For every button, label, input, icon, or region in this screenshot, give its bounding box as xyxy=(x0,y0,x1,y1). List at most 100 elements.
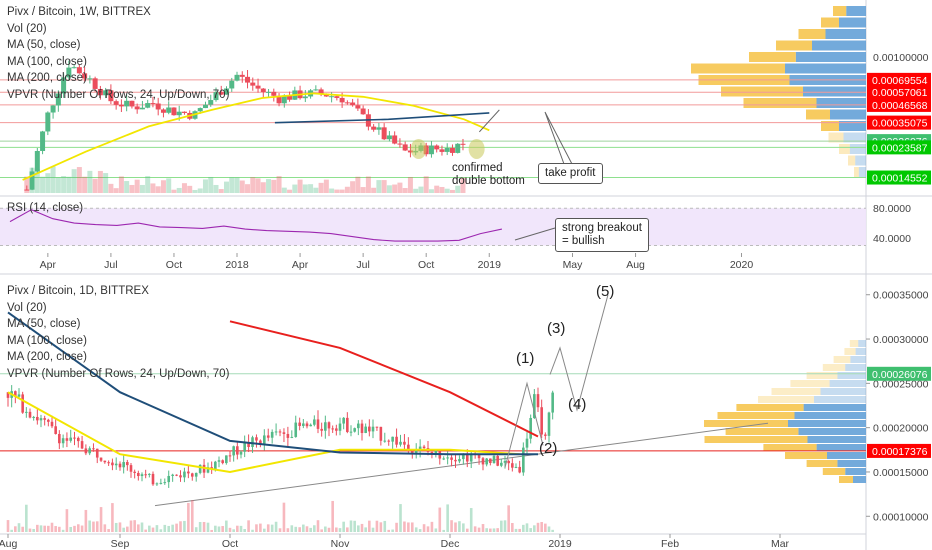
bottom-candle-body xyxy=(107,462,110,464)
top-volume-bar xyxy=(129,184,135,193)
bottom-vp-bar-up xyxy=(837,460,866,467)
bottom-vp-bar-down xyxy=(849,340,859,347)
top-candle-body xyxy=(97,88,103,96)
bottom-volume-bar xyxy=(194,527,198,532)
top-volume-bar xyxy=(124,181,130,193)
bottom-vp-bar-down xyxy=(785,452,827,459)
bottom-price-label-box xyxy=(867,443,931,458)
bottom-vp-bar-down xyxy=(806,460,838,467)
bottom-volume-bar xyxy=(298,527,301,532)
bottom-volume-bar xyxy=(446,504,449,532)
bottom-volume-bar xyxy=(210,529,213,532)
bottom-candle-body xyxy=(263,435,266,445)
bottom-volume-bar xyxy=(489,528,492,532)
top-candle-body xyxy=(397,143,403,145)
bottom-candle-body xyxy=(335,428,338,431)
bottom-vp-bar-up xyxy=(794,412,866,419)
top-volume-bar xyxy=(281,187,287,193)
bottom-volume-bar xyxy=(6,520,10,532)
bottom-volume-bar xyxy=(36,524,39,532)
bottom-candle-body xyxy=(518,466,521,473)
bottom-volume-bar xyxy=(368,520,371,532)
bottom-candle-body xyxy=(551,392,554,413)
top-volume-bar xyxy=(444,188,450,193)
bottom-vp-bar-up xyxy=(788,420,866,427)
top-candle-body xyxy=(313,89,319,91)
top-volume-bar xyxy=(118,176,124,193)
bottom-candle-body xyxy=(36,416,39,421)
wave-label-4: (4) xyxy=(568,396,587,413)
bottom-volume-bar xyxy=(430,521,434,532)
bottom-candle-body xyxy=(76,437,80,442)
bottom-candle-body xyxy=(65,438,69,441)
top-vp-bar-down xyxy=(854,167,859,177)
bottom-candle-body xyxy=(349,431,353,433)
top-candle-body xyxy=(334,96,340,98)
top-candle-body xyxy=(171,107,177,116)
top-candle-body xyxy=(255,85,261,89)
bottom-legend-ma50: MA (50, close) xyxy=(7,318,81,330)
top-volume-bar xyxy=(455,185,461,193)
top-candle-body xyxy=(134,106,140,110)
bottom-volume-bar xyxy=(353,520,356,532)
bottom-candle-body xyxy=(232,446,235,456)
top-candle-body xyxy=(376,127,382,130)
bottom-candle-body xyxy=(50,421,54,427)
bottom-volume-bar xyxy=(217,526,221,532)
bottom-candle-body xyxy=(99,457,103,461)
top-volume-bar xyxy=(460,177,466,193)
top-volume-bar xyxy=(202,179,208,193)
bottom-y-tick-label: 0.00010000 xyxy=(873,511,929,523)
take-profit-arrow xyxy=(478,109,500,133)
top-volume-bar xyxy=(239,180,245,193)
top-candle-body xyxy=(29,171,35,190)
top-vp-bar-up xyxy=(846,6,866,16)
bottom-x-tick-label: Oct xyxy=(222,538,238,550)
bottom-volume-bar xyxy=(438,507,442,532)
bottom-x-tick-label: Mar xyxy=(771,538,790,550)
bottom-candle-body xyxy=(88,448,91,454)
bottom-volume-bar xyxy=(327,527,331,532)
bottom-volume-bar xyxy=(171,524,174,532)
top-price-label-box xyxy=(867,85,931,100)
top-candle-body xyxy=(266,91,272,93)
rsi-band xyxy=(0,208,866,246)
bottom-volume-bar xyxy=(84,509,88,532)
bottom-volume-bar xyxy=(294,526,298,532)
top-vp-bar-up xyxy=(849,144,866,154)
bottom-vp-bar-up xyxy=(858,340,866,347)
bottom-candle-body xyxy=(159,482,163,484)
top-volume-bar xyxy=(376,180,382,193)
bottom-candle-body xyxy=(84,448,88,454)
bottom-candle-body xyxy=(58,433,61,444)
top-candle-body xyxy=(218,92,224,95)
bottom-candle-body xyxy=(324,422,327,431)
bottom-legend-ma200: MA (200, close) xyxy=(7,351,87,363)
bottom-volume-bar xyxy=(122,527,125,532)
bottom-volume-bar xyxy=(137,524,140,532)
bottom-candle-body xyxy=(536,394,540,408)
top-vp-bar-up xyxy=(825,29,866,39)
top-vp-bar-up xyxy=(795,52,866,62)
top-volume-bar xyxy=(45,173,51,193)
top-x-tick-label: Aug xyxy=(626,259,645,271)
bottom-volume-bar xyxy=(159,529,163,532)
bottom-volume-bar xyxy=(114,522,118,532)
bottom-candle-body xyxy=(163,482,167,484)
bottom-volume-bar xyxy=(148,525,151,532)
bottom-candle-body xyxy=(346,417,349,432)
bottom-volume-bar xyxy=(522,524,525,532)
bottom-candle-body xyxy=(414,449,418,453)
bottom-candle-body xyxy=(266,435,270,438)
bottom-candle-body xyxy=(360,423,364,433)
top-volume-bar xyxy=(166,178,172,193)
double-bottom-marker xyxy=(410,138,427,159)
bottom-vp-bar-down xyxy=(771,388,821,395)
top-legend-ma100: MA (100, close) xyxy=(7,55,87,68)
bottom-candle-body xyxy=(477,454,481,459)
top-candle-body xyxy=(24,189,30,191)
bottom-vp-bar-down xyxy=(704,420,788,427)
bottom-volume-bar xyxy=(73,525,76,532)
bottom-y-tick-label: 0.00025000 xyxy=(873,378,929,390)
top-candle-body xyxy=(434,145,440,150)
